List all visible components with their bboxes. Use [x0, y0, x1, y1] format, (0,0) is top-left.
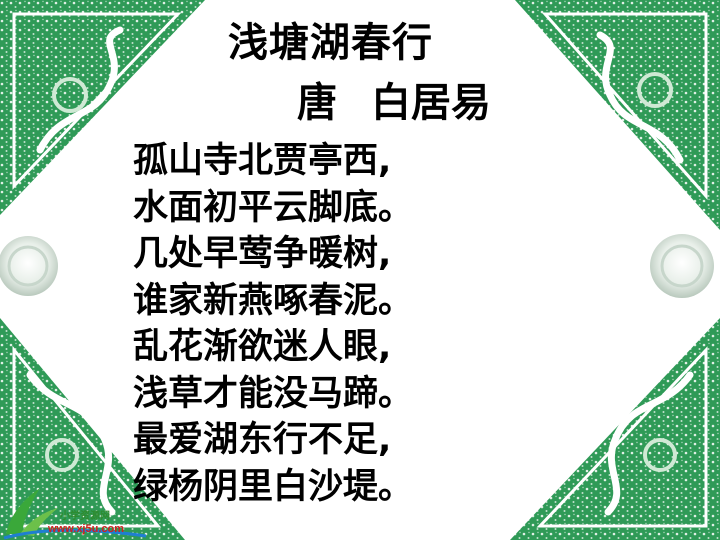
watermark-url: www.xj5u.com: [48, 523, 125, 535]
poem-dynasty: 唐: [297, 80, 337, 126]
poem-line: 最爱湖东行不足,: [133, 420, 392, 460]
corner-ornament-top-right: [515, 0, 720, 230]
corner-ornament-bottom-right: [510, 318, 720, 540]
poem-line: 水面初平云脚底。: [133, 187, 414, 228]
poem-line: 绿杨阴里白沙堤。: [133, 466, 414, 507]
watermark-site-name: 小学资源网: [60, 511, 110, 522]
poem-line: 谁家新燕啄春泥。: [133, 280, 414, 321]
corner-ornament-bottom-left: [0, 318, 185, 540]
medallion-right: [650, 234, 714, 298]
poem-line: 乱花渐欲迷人眼,: [133, 327, 392, 367]
poem-line: 孤山寺北贾亭西,: [133, 141, 392, 181]
watermark-logo-icon: [3, 488, 147, 540]
poem-author: 白居易: [371, 80, 491, 126]
poem-title: 浅塘湖春行: [228, 20, 433, 66]
poem-line: 浅草才能没马蹄。: [133, 373, 414, 414]
poem-attribution: 唐白居易: [297, 78, 491, 128]
poem-line: 几处早莺争暖树,: [133, 234, 392, 274]
poem-body: 孤山寺北贾亭西, 水面初平云脚底。 几处早莺争暖树, 谁家新燕啄春泥。 乱花渐欲…: [133, 138, 413, 510]
corner-ornament-top-left: [0, 0, 205, 215]
medallion-left: [0, 236, 58, 296]
